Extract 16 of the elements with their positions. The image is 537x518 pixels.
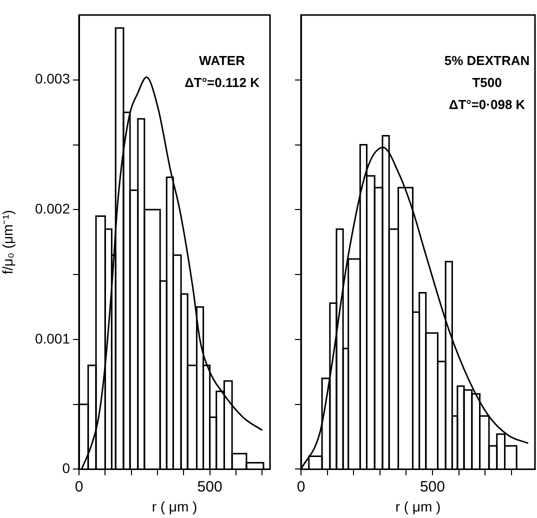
y-tick-label: 0 xyxy=(62,460,70,476)
y-tick-label: 0.001 xyxy=(34,330,70,346)
x-axis-title: r ( μm ) xyxy=(152,498,198,514)
annotation: WATER xyxy=(199,53,246,68)
annotation: ΔT°=0·098 K xyxy=(448,97,526,112)
x-axis-title: r ( μm ) xyxy=(395,498,441,514)
x-tick-label: 0 xyxy=(74,478,84,496)
y-tick-label: 0.003 xyxy=(34,70,70,87)
y-axis-title: f/μ₀ (μm⁻¹) xyxy=(0,210,16,274)
x-tick-label: 500 xyxy=(420,478,445,496)
annotation: T500 xyxy=(472,75,502,90)
x-tick-label: 0 xyxy=(296,478,306,496)
annotation: ΔT°=0.112 K xyxy=(184,75,260,90)
y-tick-label: 0.002 xyxy=(34,200,70,217)
annotation: 5% DEXTRAN xyxy=(444,53,530,68)
x-tick-label: 500 xyxy=(197,478,222,496)
